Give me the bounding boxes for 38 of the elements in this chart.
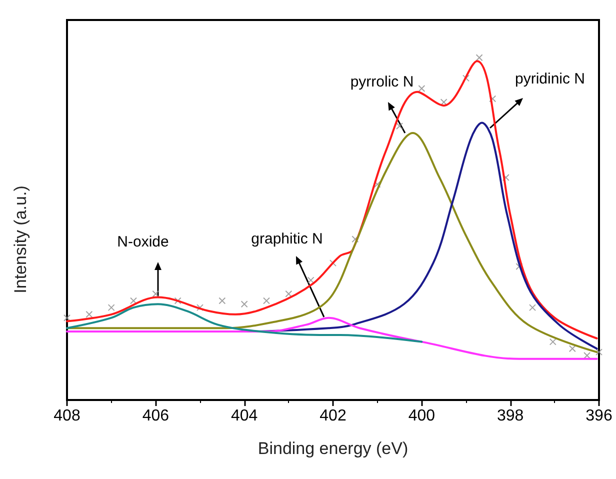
point xyxy=(418,84,426,92)
point xyxy=(130,297,137,304)
x-tick-label: 396 xyxy=(586,408,612,424)
point xyxy=(263,297,270,304)
point xyxy=(64,314,70,322)
x-tick-label: 406 xyxy=(142,408,170,424)
point xyxy=(352,236,359,243)
point xyxy=(285,290,292,298)
point xyxy=(596,348,602,356)
point xyxy=(462,74,470,82)
point xyxy=(374,180,381,188)
x-tick-label: 404 xyxy=(230,408,258,424)
point xyxy=(489,95,496,102)
point xyxy=(174,297,182,304)
point xyxy=(396,122,403,130)
x-tick-label: 400 xyxy=(408,408,436,424)
point xyxy=(502,174,510,181)
point xyxy=(476,54,483,62)
x-axis-title: Binding energy (eV) xyxy=(258,439,408,458)
x-tick-label: 398 xyxy=(496,408,524,424)
x-tick-label: 408 xyxy=(54,408,80,424)
point xyxy=(584,352,591,359)
point xyxy=(307,276,314,284)
point xyxy=(152,290,160,298)
point xyxy=(549,338,556,346)
point xyxy=(240,300,248,308)
annotation: pyrrolic N xyxy=(350,74,414,90)
y-axis-title: Intensity (a.u.) xyxy=(11,186,30,294)
point xyxy=(108,304,115,312)
point xyxy=(568,345,576,352)
annotation: graphitic N xyxy=(251,230,323,248)
point xyxy=(196,304,204,312)
x-tick-label: 402 xyxy=(320,408,346,424)
point xyxy=(86,310,93,318)
annotation: pyridinic N xyxy=(514,70,586,88)
annotation: N-oxide xyxy=(117,234,169,250)
point xyxy=(218,297,226,304)
point xyxy=(529,304,536,312)
